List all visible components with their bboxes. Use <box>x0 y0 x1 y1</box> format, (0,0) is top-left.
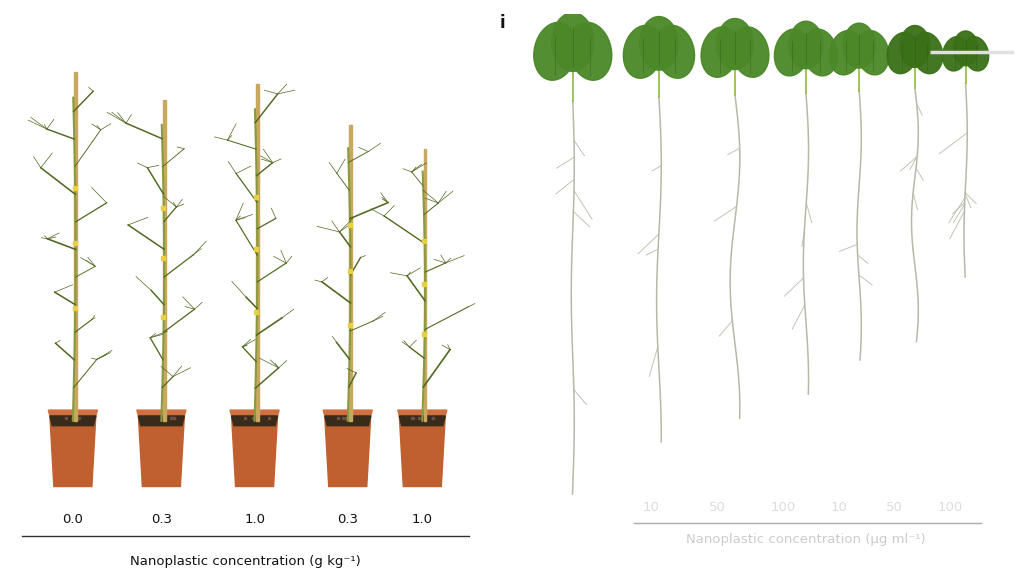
Text: PS-SO: PS-SO <box>708 33 748 46</box>
Text: Nanoplastic concentration (g kg⁻¹): Nanoplastic concentration (g kg⁻¹) <box>130 555 360 567</box>
Polygon shape <box>231 416 278 426</box>
Polygon shape <box>534 22 577 80</box>
Polygon shape <box>138 416 184 487</box>
Polygon shape <box>324 410 373 416</box>
Polygon shape <box>50 416 96 487</box>
Text: H: H <box>257 32 266 44</box>
Text: i: i <box>500 14 505 32</box>
Text: 0.3: 0.3 <box>337 513 358 525</box>
Polygon shape <box>912 32 943 74</box>
Polygon shape <box>349 125 352 421</box>
Text: Control: Control <box>53 32 101 44</box>
Text: 1.0: 1.0 <box>412 513 433 525</box>
Text: PS-SO: PS-SO <box>204 32 245 44</box>
Polygon shape <box>325 416 371 487</box>
Polygon shape <box>399 416 445 426</box>
Polygon shape <box>163 100 166 421</box>
Text: Control: Control <box>556 33 604 46</box>
Polygon shape <box>788 21 823 69</box>
Polygon shape <box>964 37 989 71</box>
Polygon shape <box>399 416 445 487</box>
Text: 1.0: 1.0 <box>244 513 265 525</box>
Polygon shape <box>731 27 769 77</box>
Text: 100: 100 <box>938 501 963 514</box>
Text: 3: 3 <box>251 44 257 54</box>
Text: PS-NH: PS-NH <box>339 32 380 44</box>
Polygon shape <box>856 31 889 75</box>
Polygon shape <box>803 29 838 76</box>
Polygon shape <box>701 27 738 77</box>
Text: 10: 10 <box>830 501 847 514</box>
Polygon shape <box>75 72 77 421</box>
Text: 10: 10 <box>643 501 659 514</box>
Polygon shape <box>829 31 862 75</box>
Polygon shape <box>552 13 594 71</box>
Polygon shape <box>843 23 876 68</box>
Polygon shape <box>230 410 280 416</box>
Polygon shape <box>887 32 918 74</box>
Text: 100: 100 <box>770 501 796 514</box>
Text: 50: 50 <box>886 501 903 514</box>
Polygon shape <box>942 37 968 71</box>
Text: Nanoplastic concentration (μg ml⁻¹): Nanoplastic concentration (μg ml⁻¹) <box>686 533 926 546</box>
Polygon shape <box>900 25 930 67</box>
Polygon shape <box>953 31 978 66</box>
Polygon shape <box>325 416 371 426</box>
Polygon shape <box>397 410 446 416</box>
Text: PS-NH: PS-NH <box>849 33 890 46</box>
Polygon shape <box>256 84 259 421</box>
Text: 0.3: 0.3 <box>151 513 172 525</box>
Polygon shape <box>48 410 97 416</box>
Polygon shape <box>231 416 278 487</box>
Polygon shape <box>655 25 694 78</box>
Polygon shape <box>50 416 96 426</box>
Polygon shape <box>137 410 186 416</box>
Polygon shape <box>424 149 426 421</box>
Text: 2: 2 <box>901 47 907 56</box>
Text: 3: 3 <box>758 47 763 56</box>
Polygon shape <box>138 416 184 426</box>
Polygon shape <box>640 17 678 70</box>
Text: 50: 50 <box>709 501 726 514</box>
Text: 2: 2 <box>387 44 394 54</box>
Text: H: H <box>764 33 773 46</box>
Polygon shape <box>624 25 663 78</box>
Text: 0.0: 0.0 <box>62 513 83 525</box>
Polygon shape <box>568 22 611 80</box>
Polygon shape <box>774 29 809 76</box>
Polygon shape <box>717 18 754 70</box>
